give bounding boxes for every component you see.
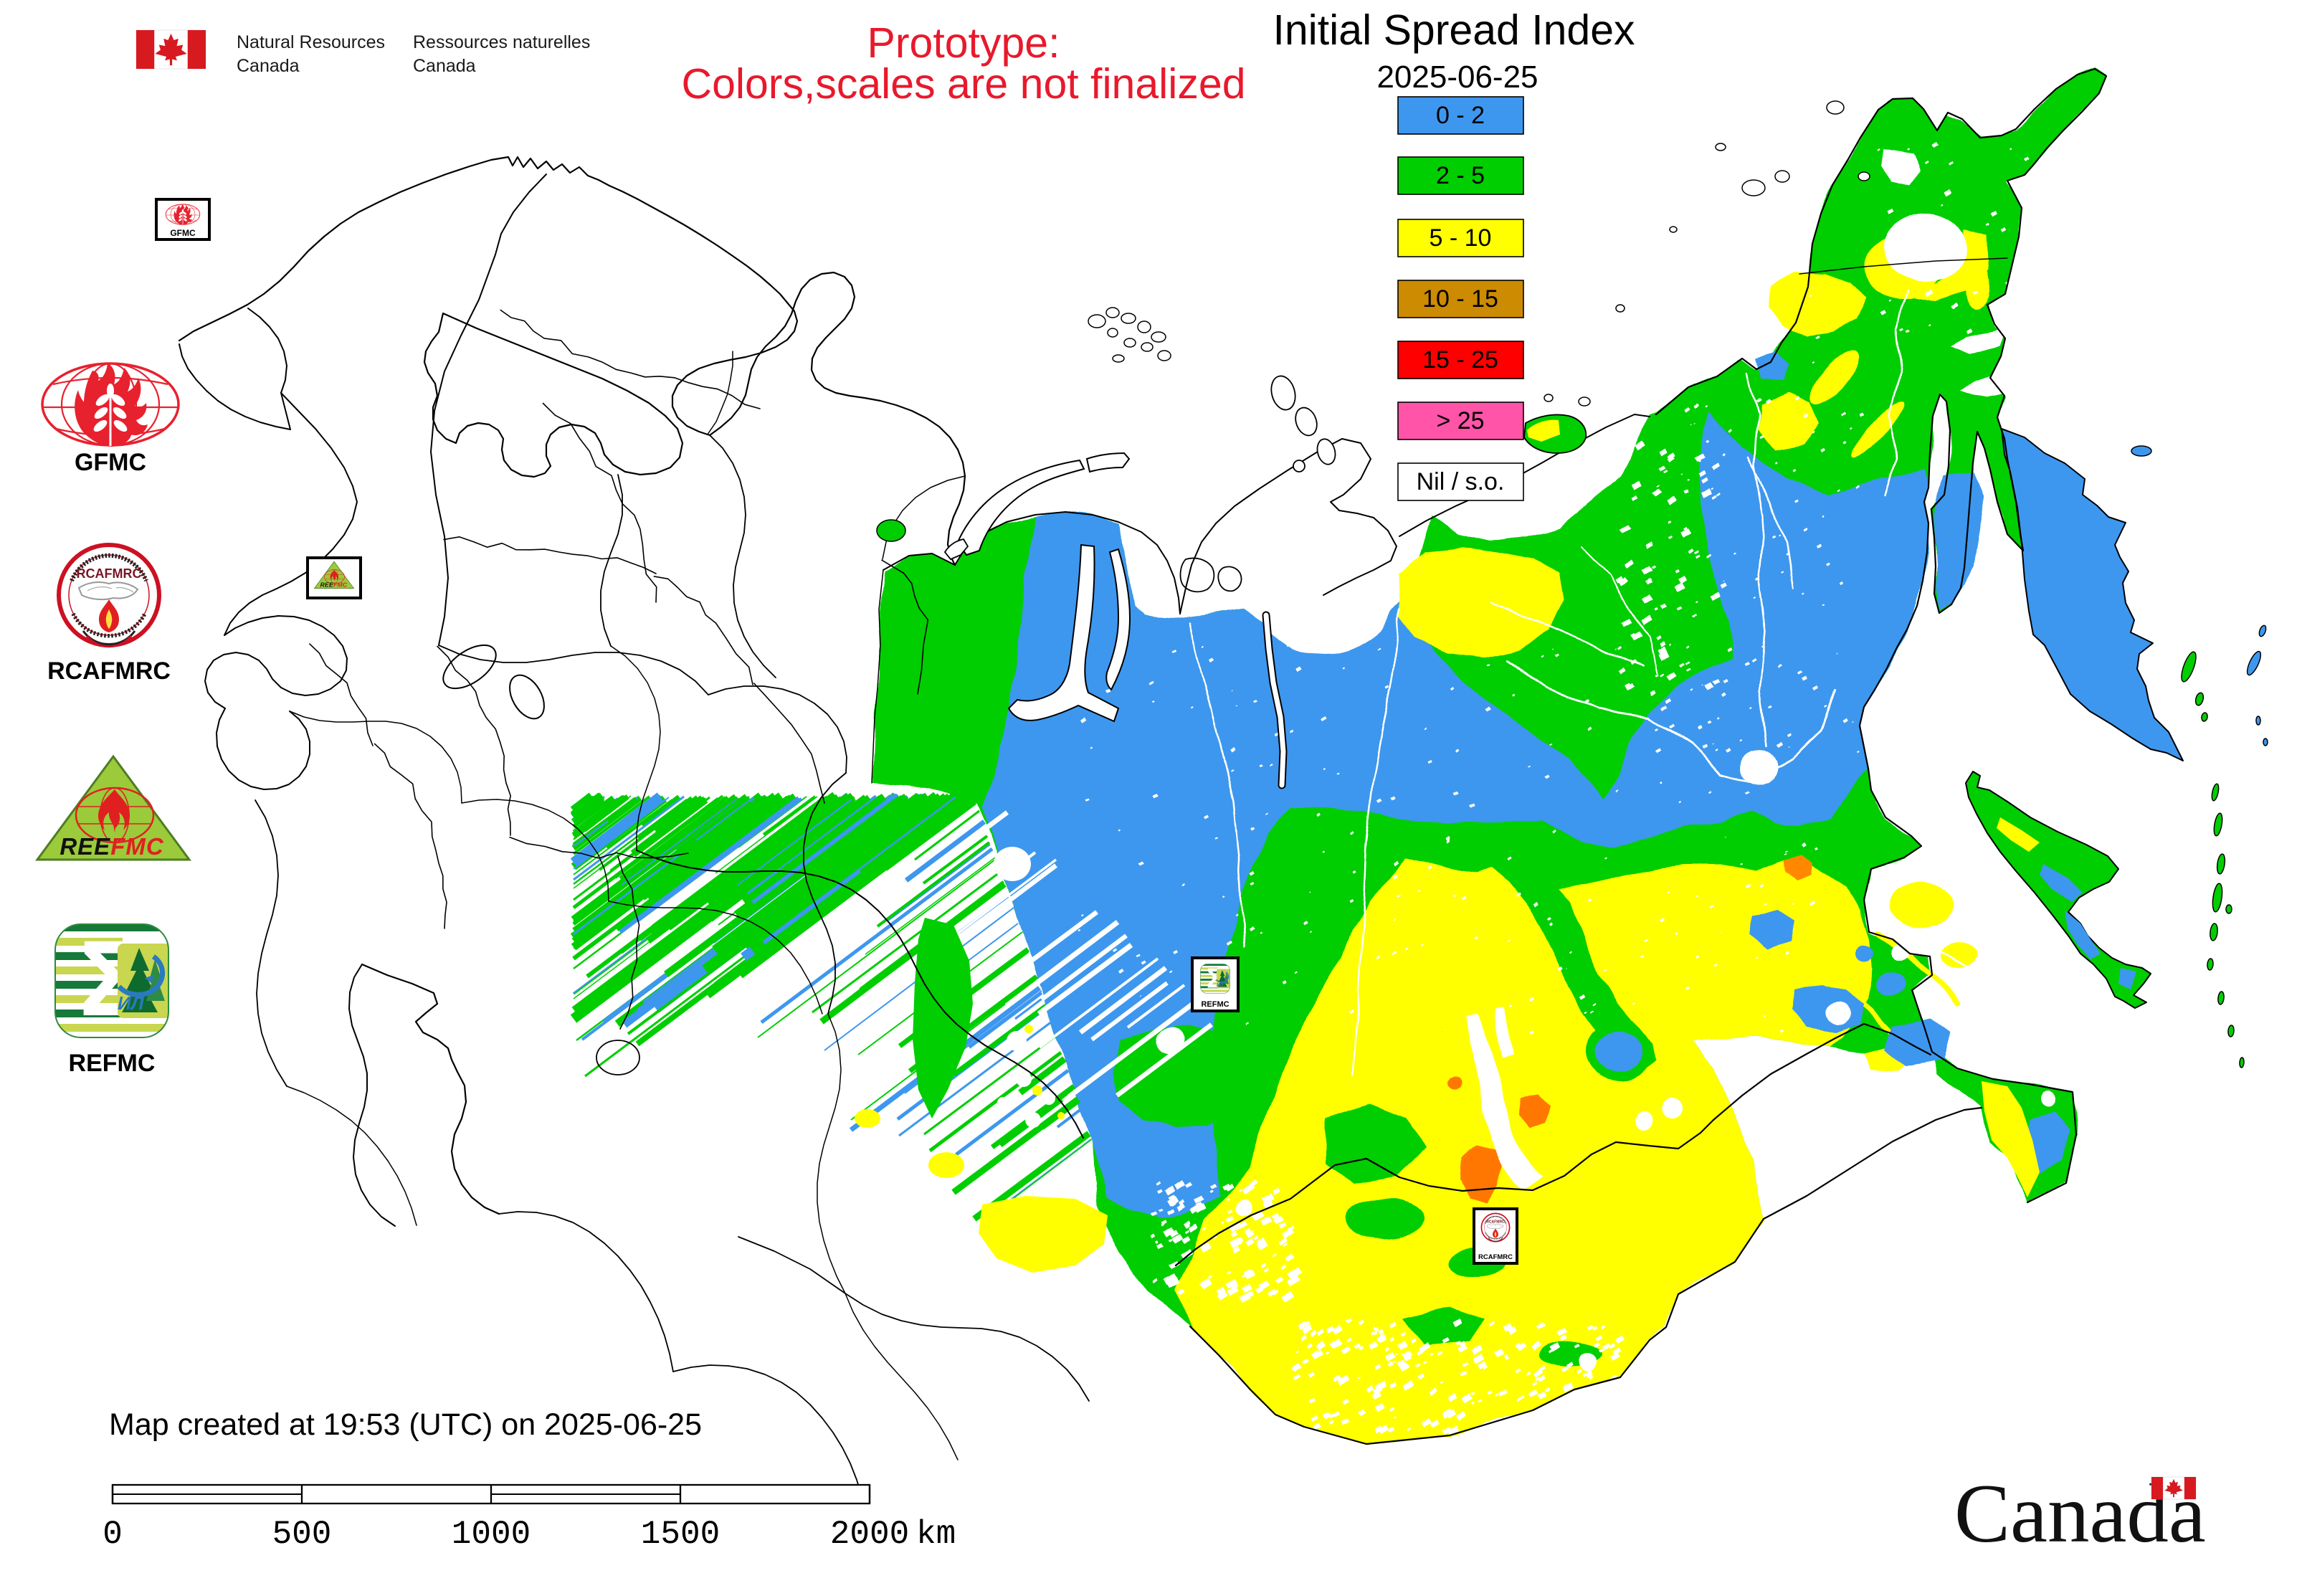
svg-text:> 25: > 25: [1436, 407, 1484, 434]
svg-text:1500: 1500: [641, 1516, 720, 1553]
svg-text:Canada: Canada: [413, 56, 476, 76]
svg-text:GFMC: GFMC: [75, 449, 146, 476]
svg-text:REEFMC: REEFMC: [320, 581, 348, 589]
svg-text:2 - 5: 2 - 5: [1436, 162, 1485, 189]
svg-text:5 - 10: 5 - 10: [1430, 224, 1492, 252]
svg-text:RCAFMRC: RCAFMRC: [77, 566, 142, 581]
svg-text:2025-06-25: 2025-06-25: [1376, 60, 1538, 95]
svg-text:REFMC: REFMC: [69, 1050, 156, 1077]
svg-text:RCAFMRC: RCAFMRC: [47, 657, 171, 685]
svg-text:ИЛ: ИЛ: [1217, 982, 1224, 987]
svg-text:GFMC: GFMC: [170, 228, 196, 238]
svg-text:RCAFMRC: RCAFMRC: [1486, 1220, 1505, 1224]
svg-text:15 - 25: 15 - 25: [1422, 346, 1498, 374]
svg-text:0 - 2: 0 - 2: [1436, 102, 1485, 129]
svg-text:km: km: [916, 1516, 956, 1553]
svg-text:REFMC: REFMC: [1201, 1000, 1229, 1009]
svg-text:Ressources naturelles: Ressources naturelles: [413, 32, 590, 52]
svg-text:0: 0: [103, 1516, 123, 1553]
svg-text:1000: 1000: [452, 1516, 531, 1553]
svg-text:Colors,scales are not finalize: Colors,scales are not finalized: [681, 60, 1245, 108]
svg-text:Natural Resources: Natural Resources: [237, 32, 385, 52]
svg-text:10 - 15: 10 - 15: [1422, 285, 1498, 313]
svg-text:RCAFMRC: RCAFMRC: [1478, 1253, 1513, 1261]
svg-text:ИЛ: ИЛ: [118, 992, 145, 1014]
svg-text:Map created at 19:53 (UTC) on: Map created at 19:53 (UTC) on 2025-06-25: [109, 1407, 702, 1442]
svg-text:2000: 2000: [830, 1516, 909, 1553]
svg-text:Canada: Canada: [237, 56, 300, 76]
svg-text:500: 500: [272, 1516, 332, 1553]
svg-text:Nil / s.o.: Nil / s.o.: [1417, 468, 1505, 495]
svg-text:REEFMC: REEFMC: [60, 833, 164, 860]
svg-text:Initial Spread Index: Initial Spread Index: [1273, 6, 1635, 54]
svg-text:Prototype:: Prototype:: [867, 19, 1060, 67]
